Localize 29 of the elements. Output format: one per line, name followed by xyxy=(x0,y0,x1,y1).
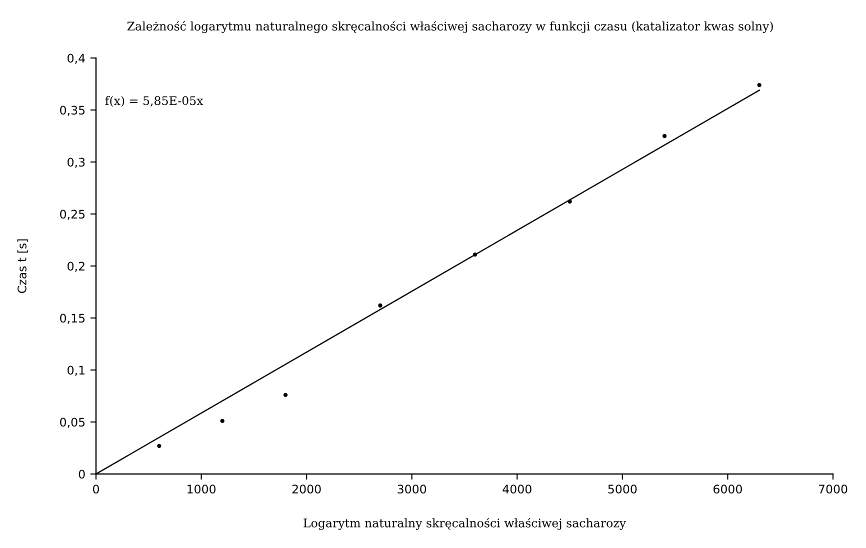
x-tick-label: 0 xyxy=(93,484,99,494)
y-tick-label: 0,25 xyxy=(60,210,85,220)
point xyxy=(378,303,382,308)
y-tick-label: 0,05 xyxy=(60,418,85,428)
y-tick-label: 0,4 xyxy=(68,54,85,64)
x-axis-title: Logarytm naturalny skręcalności właściwej sacharozy xyxy=(304,518,626,530)
point xyxy=(220,418,224,424)
x-tick-label: 7000 xyxy=(818,484,848,494)
point xyxy=(662,134,667,138)
point xyxy=(568,199,572,204)
y-axis-title: Czas t [s] xyxy=(17,239,28,293)
annotation: f(x) = 5,85E-05x xyxy=(105,96,204,107)
y-tick-label: 0,2 xyxy=(68,262,84,272)
x-tick-label: 4000 xyxy=(502,484,532,494)
chart-title: Zależność logarytmu naturalnego skręcalności właściwej sacharozy w funkcji czasu (katalizator kwas solny) xyxy=(127,20,773,34)
y-tick-label: 0,1 xyxy=(68,366,84,376)
point xyxy=(472,252,478,257)
x-tick-label: 2000 xyxy=(292,484,321,494)
point xyxy=(757,82,762,88)
x-tick-label: 1000 xyxy=(188,484,216,494)
x-tick-label: 5000 xyxy=(608,484,637,494)
x-tick-label: 3000 xyxy=(398,484,426,494)
y-tick-label: 0,3 xyxy=(68,158,85,168)
y-tick-label: 0 xyxy=(78,470,85,479)
y-tick-label: 0,15 xyxy=(60,314,85,324)
point xyxy=(157,444,162,448)
y-tick-label: 0,35 xyxy=(60,106,85,116)
point xyxy=(283,392,288,398)
x-tick-label: 6000 xyxy=(714,484,742,494)
